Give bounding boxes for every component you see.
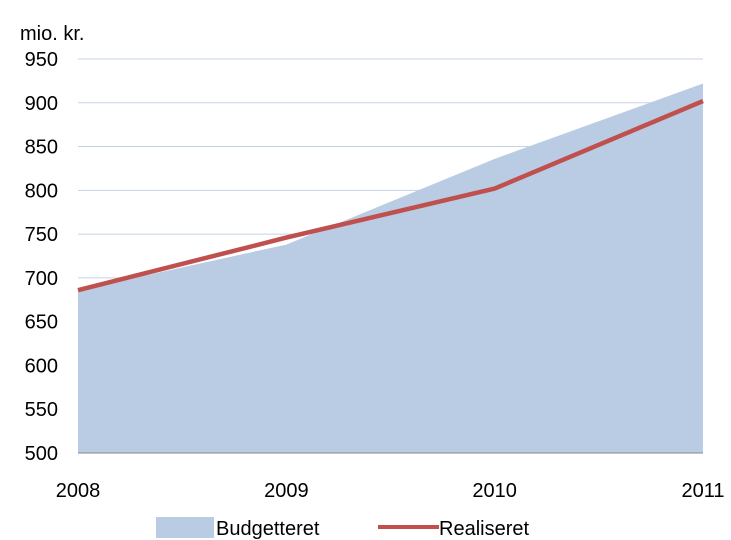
- y-tick-label: 900: [25, 93, 58, 115]
- legend: Budgetteret Realiseret: [156, 517, 529, 540]
- legend-swatch-budgetteret: [156, 517, 214, 538]
- y-tick-label: 500: [25, 443, 58, 465]
- y-tick-labels: 500 550 600 650 700 750 800 850 900 950: [25, 49, 58, 465]
- legend-label-realiseret: Realiseret: [439, 518, 529, 540]
- x-tick-label: 2011: [681, 480, 724, 502]
- y-tick-label: 950: [25, 49, 58, 71]
- series-line-group: [77, 98, 704, 293]
- series-area-group: [78, 83, 703, 453]
- x-tick-label: 2010: [472, 480, 517, 502]
- y-tick-label: 850: [25, 137, 58, 159]
- y-axis-label: mio. kr.: [20, 23, 84, 45]
- y-tick-label: 800: [25, 180, 58, 202]
- x-tick-labels: 2008 2009 2010 2011: [56, 480, 725, 502]
- x-tick-label: 2009: [264, 480, 309, 502]
- y-tick-label: 550: [25, 399, 58, 421]
- y-tick-label: 700: [25, 268, 58, 290]
- line-series-realiseret: [77, 98, 704, 293]
- y-tick-label: 750: [25, 224, 58, 246]
- x-tick-label: 2008: [56, 480, 101, 502]
- legend-label-budgetteret: Budgetteret: [216, 518, 320, 540]
- area-series-budgetteret: [78, 83, 703, 453]
- y-tick-label: 600: [25, 355, 58, 377]
- y-tick-label: 650: [25, 312, 58, 334]
